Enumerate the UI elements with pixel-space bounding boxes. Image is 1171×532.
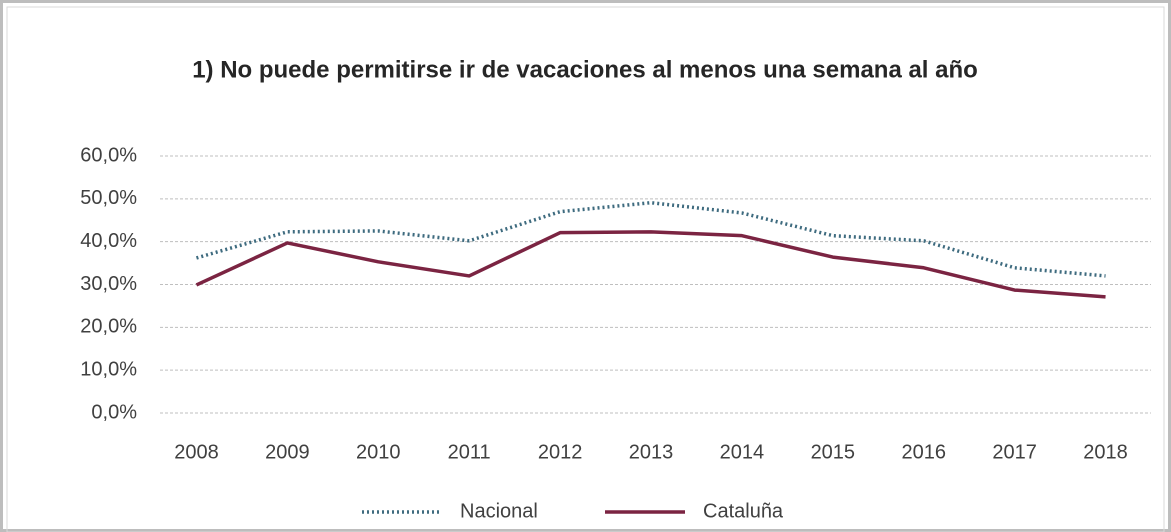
y-tick-label: 50,0% [80, 187, 137, 209]
x-tick-label: 2010 [356, 441, 401, 463]
legend-label: Cataluña [703, 500, 784, 522]
x-tick-label: 2012 [538, 441, 583, 463]
x-tick-label: 2015 [811, 441, 856, 463]
y-tick-label: 10,0% [80, 358, 137, 380]
y-tick-label: 20,0% [80, 316, 137, 338]
x-tick-label: 2018 [1083, 441, 1128, 463]
series-line [195, 200, 1106, 278]
legend-label: Nacional [460, 500, 538, 522]
x-tick-label: 2013 [629, 441, 674, 463]
chart-title: 1) No puede permitirse ir de vacaciones … [192, 56, 978, 83]
series-line [195, 230, 1106, 299]
x-tick-label: 2016 [901, 441, 946, 463]
x-tick-label: 2017 [992, 441, 1037, 463]
y-tick-label: 0,0% [91, 401, 137, 423]
plot-frame [6, 6, 1165, 532]
x-tick-label: 2009 [265, 441, 310, 463]
x-tick-label: 2014 [720, 441, 765, 463]
x-tick-label: 2011 [448, 441, 491, 463]
y-tick-label: 30,0% [80, 273, 137, 295]
y-tick-label: 60,0% [80, 144, 137, 166]
y-tick-label: 40,0% [80, 230, 137, 252]
x-tick-label: 2008 [174, 441, 219, 463]
